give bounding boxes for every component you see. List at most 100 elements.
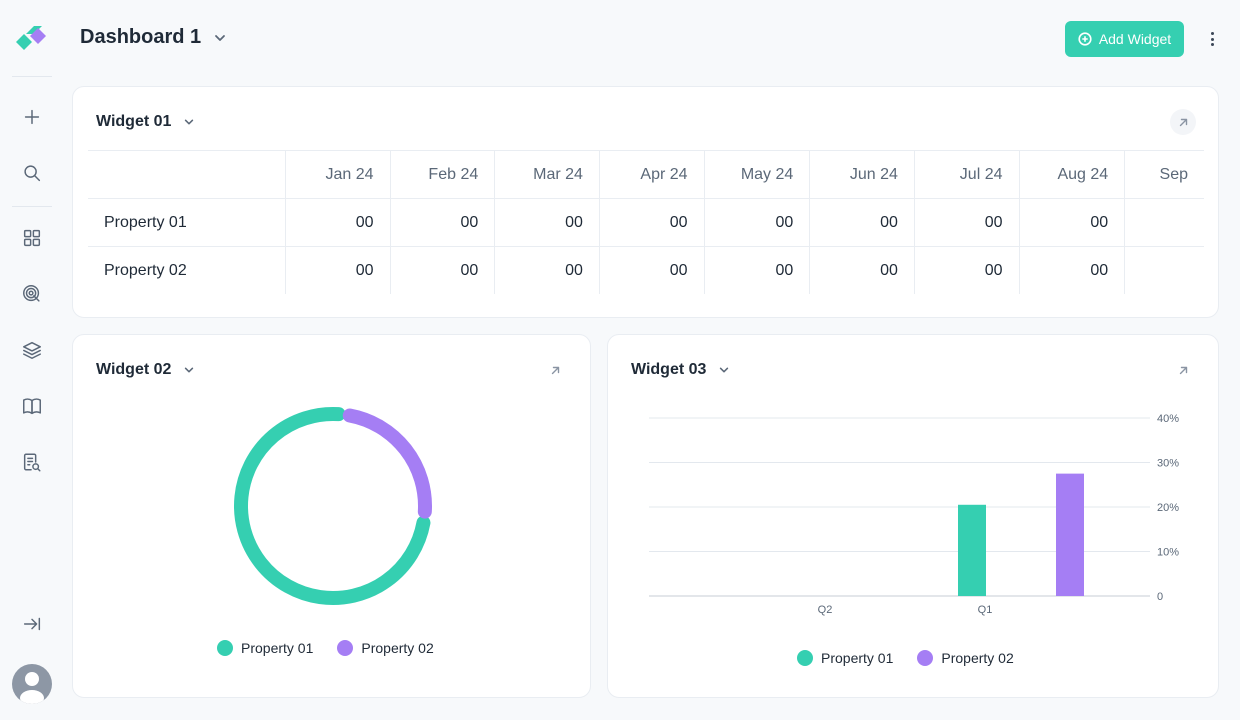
dashboard-selector[interactable]: Dashboard 1 — [80, 26, 227, 49]
legend-swatch — [217, 640, 233, 656]
arrow-up-right-icon — [1179, 118, 1187, 126]
table-cell: 00 — [914, 246, 1020, 294]
legend-swatch — [337, 640, 354, 656]
table-header-cell: Apr 24 — [599, 150, 705, 199]
sidebar-divider — [12, 206, 52, 207]
y-tick-label: 40% — [1157, 413, 1179, 425]
table-header-cell — [88, 150, 286, 199]
document-search-icon[interactable] — [16, 446, 48, 478]
table-cell — [1124, 246, 1204, 294]
table-header-row: Jan 24 Feb 24 Mar 24 Apr 24 May 24 Jun 2… — [88, 150, 1204, 199]
bar-chart: 0 10% 20% 30% 40% Q2 Q1 — [649, 413, 1179, 616]
table-header-cell: Jun 24 — [809, 150, 915, 199]
legend-label: Property 01 — [241, 640, 314, 656]
table-cell — [1124, 198, 1204, 247]
table-header-cell: Jan 24 — [285, 150, 391, 199]
legend-swatch — [797, 650, 813, 666]
chevron-down-icon — [185, 119, 194, 125]
donut-chart — [234, 407, 432, 605]
donut-slice-property-02[interactable] — [342, 408, 432, 519]
sidebar-divider — [12, 76, 52, 77]
user-icon — [20, 672, 44, 704]
widget-01-title: Widget 01 — [96, 113, 172, 130]
legend-swatch — [917, 650, 934, 666]
expand-widget-03-button[interactable] — [1170, 357, 1196, 383]
widget-03-legend: Property 01 Property 02 — [797, 650, 1014, 666]
add-widget-button[interactable]: Add Widget — [1065, 21, 1184, 57]
page-title: Dashboard 1 — [80, 26, 202, 48]
table-row: Property 02 00 00 00 00 00 00 00 00 — [88, 246, 1204, 294]
chevron-down-icon — [720, 367, 729, 373]
table-cell: 00 — [494, 198, 600, 247]
widget-03-title: Widget 03 — [631, 361, 707, 378]
plus-circle-icon — [1078, 32, 1092, 46]
bar-property-02-q1[interactable] — [1056, 473, 1084, 596]
add-widget-label: Add Widget — [1098, 31, 1172, 47]
table-cell: 00 — [1019, 246, 1126, 294]
table-cell: 00 — [809, 198, 915, 247]
arrow-up-right-icon — [1179, 366, 1187, 374]
widget-01-selector[interactable]: Widget 01 — [96, 113, 195, 131]
widget-01-card: Widget 01 Jan 24 Feb 24 Mar 24 Apr 24 Ma… — [72, 86, 1219, 318]
legend-item: Property 02 — [917, 650, 1014, 666]
table-header-cell: May 24 — [704, 150, 811, 199]
layers-icon[interactable] — [16, 334, 48, 366]
bar-property-01-q1[interactable] — [958, 504, 986, 596]
table-header-cell: Feb 24 — [390, 150, 496, 199]
expand-widget-02-button[interactable] — [542, 357, 568, 383]
table-cell: 00 — [285, 246, 391, 294]
widget-02-card: Widget 02 Property 01 Property 02 — [72, 334, 591, 698]
widget-02-legend: Property 01 Property 02 — [217, 640, 434, 656]
y-tick-label: 10% — [1157, 547, 1179, 559]
chevron-down-icon — [185, 367, 194, 373]
target-icon[interactable] — [16, 278, 48, 310]
collapse-sidebar-icon[interactable] — [16, 608, 48, 640]
table-header-cell: Sep — [1124, 150, 1204, 199]
table-cell: 00 — [390, 198, 496, 247]
table-cell: 00 — [809, 246, 915, 294]
plus-icon[interactable] — [16, 101, 48, 133]
chevron-down-icon — [215, 34, 226, 41]
table-cell: 00 — [704, 198, 811, 247]
legend-item: Property 01 — [217, 640, 313, 656]
table-cell: 00 — [599, 198, 705, 247]
x-tick-label: Q1 — [978, 604, 993, 616]
table-header-cell: Jul 24 — [914, 150, 1020, 199]
widget-02-title: Widget 02 — [96, 361, 172, 378]
legend-label: Property 02 — [361, 640, 434, 656]
x-tick-label: Q2 — [818, 604, 833, 616]
book-icon[interactable] — [16, 390, 48, 422]
y-tick-label: 20% — [1157, 502, 1179, 514]
expand-widget-01-button[interactable] — [1170, 109, 1196, 135]
table-cell: 00 — [599, 246, 705, 294]
row-label: Property 02 — [88, 246, 286, 294]
legend-label: Property 02 — [941, 650, 1014, 666]
y-tick-label: 0 — [1157, 591, 1163, 603]
table-cell: 00 — [494, 246, 600, 294]
legend-item: Property 01 — [797, 650, 893, 666]
widget-03-card: Widget 03 0 10% 20% 30% 40% Q2 Q1 Property 01 … — [607, 334, 1219, 698]
widget-03-selector[interactable]: Widget 03 — [631, 361, 730, 379]
table-header-cell: Aug 24 — [1019, 150, 1126, 199]
table-header-cell: Mar 24 — [494, 150, 600, 199]
arrow-up-right-icon — [551, 366, 559, 374]
table-cell: 00 — [285, 198, 391, 247]
donut-slice-property-01[interactable] — [234, 407, 431, 605]
app-logo[interactable] — [14, 22, 50, 54]
legend-label: Property 01 — [821, 650, 894, 666]
table-cell: 00 — [704, 246, 811, 294]
table-cell: 00 — [390, 246, 496, 294]
table-cell: 00 — [1019, 198, 1126, 247]
user-avatar[interactable] — [12, 664, 52, 704]
table-cell: 00 — [914, 198, 1020, 247]
widget-01-table: Jan 24 Feb 24 Mar 24 Apr 24 May 24 Jun 2… — [88, 150, 1204, 294]
y-tick-label: 30% — [1157, 458, 1179, 470]
table-row: Property 01 00 00 00 00 00 00 00 00 — [88, 198, 1204, 247]
search-icon[interactable] — [16, 157, 48, 189]
widget-02-selector[interactable]: Widget 02 — [96, 361, 195, 379]
more-options-icon[interactable] — [1202, 28, 1222, 50]
legend-item: Property 02 — [337, 640, 434, 656]
row-label: Property 01 — [88, 198, 286, 247]
grid-icon[interactable] — [16, 222, 48, 254]
sidebar — [0, 0, 64, 720]
